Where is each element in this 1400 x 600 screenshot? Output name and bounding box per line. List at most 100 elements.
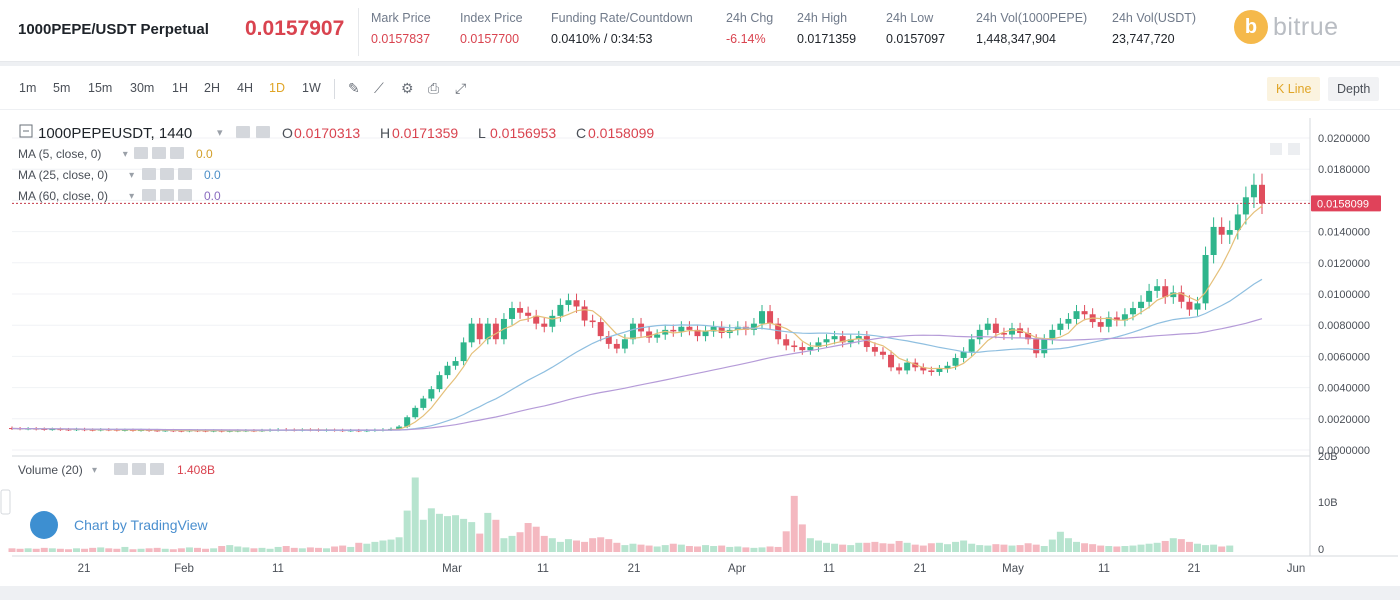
fullscreen-icon[interactable]: ⤢	[455, 80, 467, 96]
candle-down	[791, 345, 798, 348]
candle-down	[920, 367, 927, 371]
stat-2: Funding Rate/Countdown 0.0410% / 0:34:53	[551, 11, 693, 46]
volume-bar	[564, 539, 572, 552]
candle-up	[396, 426, 403, 429]
price-axis-label: 0.0000000	[1318, 445, 1370, 457]
time-axis-label: Mar	[442, 563, 462, 575]
interval-2H[interactable]: 2H	[204, 81, 220, 95]
study-visibility-icon[interactable]	[134, 147, 148, 159]
volume-bar	[661, 545, 669, 552]
volume-bar	[193, 547, 201, 552]
time-axis-label: 11	[272, 563, 284, 575]
volume-bar	[976, 545, 984, 552]
study-remove-icon[interactable]	[170, 147, 184, 159]
volume-bar	[323, 548, 331, 552]
study-settings-icon[interactable]	[160, 189, 174, 201]
volume-bar	[774, 546, 782, 552]
volume-bar	[629, 543, 637, 552]
interval-4H[interactable]: 4H	[237, 81, 253, 95]
price-axis-label: 0.0140000	[1318, 227, 1370, 239]
volume-bar	[1169, 538, 1177, 552]
study-label: MA (60, close, 0)	[18, 189, 108, 203]
candle-up	[468, 323, 475, 343]
volume-remove-icon[interactable]	[150, 463, 164, 475]
volume-bar	[210, 548, 218, 552]
interval-1W[interactable]: 1W	[302, 81, 321, 95]
interval-1m[interactable]: 1m	[19, 81, 37, 95]
candle-down	[863, 336, 870, 348]
volume-bar	[105, 548, 113, 552]
candle-up	[549, 315, 556, 327]
candlestick-chart[interactable]: 0.02000000.01800000.01600000.01400000.01…	[0, 0, 1400, 586]
interval-15m[interactable]: 15m	[88, 81, 113, 95]
volume-bar	[250, 548, 258, 552]
depth-view-button[interactable]: Depth	[1328, 77, 1380, 101]
ohlc-value: 0.0170313	[294, 125, 360, 141]
volume-bar	[347, 546, 355, 552]
candle-up	[1250, 184, 1257, 198]
volume-bar	[411, 477, 419, 552]
study-remove-icon[interactable]	[178, 168, 192, 180]
pair-name[interactable]: 1000PEPE/USDT Perpetual	[18, 21, 209, 38]
study-visibility-icon[interactable]	[142, 168, 156, 180]
indicator-icon[interactable]: ⟋	[374, 80, 384, 96]
volume-bar	[814, 540, 822, 552]
stat-label: 24h High	[797, 11, 848, 25]
bitrue-logo[interactable]: b bitrue	[1234, 10, 1339, 44]
volume-bar	[645, 545, 653, 552]
volume-bar	[992, 544, 1000, 552]
interval-5m[interactable]: 5m	[53, 81, 71, 95]
volume-bar	[1185, 541, 1193, 552]
volume-bar	[653, 546, 661, 552]
volume-bar	[89, 547, 97, 552]
stat-value: 0.0410% / 0:34:53	[551, 32, 653, 46]
study-dropdown-icon: ▾	[123, 149, 128, 160]
price-axis-label: 0.0100000	[1318, 289, 1370, 301]
tradingview-watermark: Chart by TradingView	[74, 517, 208, 533]
volume-settings-icon[interactable]	[132, 463, 146, 475]
stat-label: 24h Vol(1000PEPE)	[976, 11, 1088, 25]
candle-down	[799, 347, 806, 351]
kline-view-button[interactable]: K Line	[1267, 77, 1321, 101]
symbol-dropdown-icon: ▾	[217, 127, 223, 139]
scale-up-button[interactable]	[1270, 143, 1282, 155]
candle-up	[952, 357, 959, 366]
study-settings-icon[interactable]	[152, 147, 166, 159]
stat-value: 0.0171359	[797, 32, 857, 46]
study-value: 0.0	[204, 168, 221, 182]
candle-down	[65, 429, 72, 431]
candle-up	[1041, 339, 1048, 354]
scale-down-button[interactable]	[1288, 143, 1300, 155]
candle-down	[533, 315, 540, 324]
ohlc-value: 0.0158099	[588, 125, 654, 141]
volume-visibility-icon[interactable]	[114, 463, 128, 475]
volume-bar	[806, 538, 814, 552]
time-axis-label: 21	[1188, 563, 1201, 575]
collapse-legend-icon[interactable]	[19, 124, 33, 138]
candle-up	[1234, 214, 1241, 231]
study-visibility-icon[interactable]	[142, 189, 156, 201]
interval-1D[interactable]: 1D	[269, 81, 285, 95]
interval-30m[interactable]: 30m	[130, 81, 155, 95]
candle-up	[1170, 292, 1177, 298]
snapshot-icon[interactable]: ⎙	[428, 80, 440, 96]
volume-bar	[573, 540, 581, 552]
volume-bar	[637, 544, 645, 552]
volume-bar	[984, 545, 992, 552]
volume-bar	[403, 510, 411, 552]
settings-icon[interactable]	[236, 126, 250, 138]
last-price-tag	[1311, 195, 1381, 212]
candle-up	[968, 339, 975, 352]
volume-bar	[339, 545, 347, 552]
study-remove-icon[interactable]	[178, 189, 192, 201]
interval-1H[interactable]: 1H	[172, 81, 188, 95]
candle-down	[1097, 322, 1104, 327]
side-panel-toggle[interactable]	[0, 489, 11, 515]
settings-gear-icon[interactable]: ⚙	[401, 80, 414, 96]
visibility-icon[interactable]	[256, 126, 270, 138]
last-price-tag-label: 0.0158099	[1317, 198, 1369, 210]
volume-bar	[1226, 545, 1234, 552]
study-settings-icon[interactable]	[160, 168, 174, 180]
draw-tool-icon[interactable]: ✎	[348, 80, 360, 96]
volume-bar	[1113, 546, 1121, 552]
